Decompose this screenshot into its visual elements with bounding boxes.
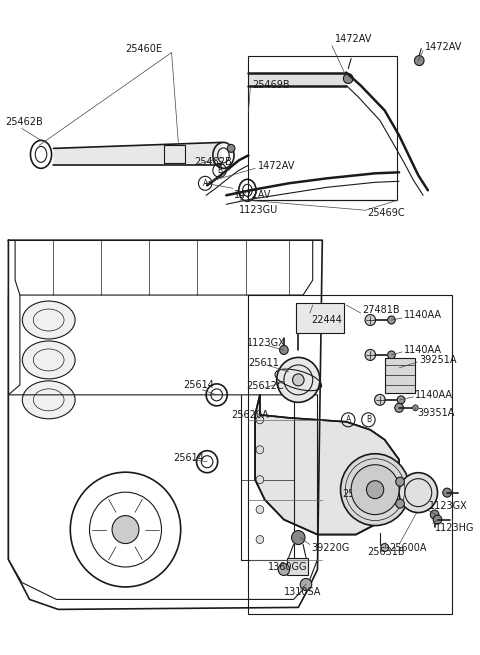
Text: A: A: [346, 415, 351, 424]
Text: 1123HG: 1123HG: [434, 523, 474, 533]
Text: 25612C: 25612C: [246, 381, 284, 391]
Ellipse shape: [387, 351, 395, 359]
Text: 39251A: 39251A: [419, 355, 457, 365]
Text: 25614: 25614: [173, 453, 204, 462]
Text: 22444: 22444: [312, 315, 343, 325]
Text: 1472AV: 1472AV: [335, 33, 372, 44]
Ellipse shape: [387, 316, 395, 324]
Ellipse shape: [300, 578, 312, 590]
Ellipse shape: [343, 73, 353, 84]
Ellipse shape: [340, 454, 409, 525]
Text: 27481B: 27481B: [362, 305, 400, 315]
Ellipse shape: [22, 341, 75, 379]
Ellipse shape: [256, 476, 264, 483]
Ellipse shape: [395, 403, 403, 412]
Text: 1360GG: 1360GG: [267, 563, 307, 572]
Ellipse shape: [366, 481, 384, 498]
Text: B: B: [217, 166, 222, 175]
Ellipse shape: [256, 416, 264, 424]
Ellipse shape: [430, 510, 439, 519]
Text: 1472AV: 1472AV: [258, 161, 295, 172]
Ellipse shape: [256, 506, 264, 514]
Ellipse shape: [433, 515, 442, 524]
Text: 25469B: 25469B: [252, 79, 290, 90]
Ellipse shape: [365, 314, 375, 326]
Bar: [248, 295, 452, 614]
Text: 1140AA: 1140AA: [404, 310, 442, 320]
Ellipse shape: [399, 473, 437, 513]
Ellipse shape: [22, 381, 75, 419]
Text: 25469C: 25469C: [367, 208, 405, 218]
Text: 1123GX: 1123GX: [429, 500, 468, 511]
Ellipse shape: [351, 464, 399, 515]
Ellipse shape: [291, 531, 305, 544]
Bar: [287, 557, 308, 576]
Text: 1472AV: 1472AV: [234, 191, 271, 200]
Bar: [384, 358, 415, 393]
Ellipse shape: [397, 396, 405, 404]
Text: 25614: 25614: [183, 380, 214, 390]
Text: 1140AA: 1140AA: [404, 345, 442, 355]
Text: B: B: [366, 415, 371, 424]
Ellipse shape: [292, 374, 304, 386]
Text: 25611: 25611: [248, 358, 279, 368]
Ellipse shape: [256, 536, 264, 544]
Text: A: A: [203, 179, 208, 188]
Ellipse shape: [414, 56, 424, 66]
Ellipse shape: [276, 358, 320, 402]
Ellipse shape: [396, 499, 404, 508]
Ellipse shape: [278, 563, 289, 576]
Text: 25620A: 25620A: [231, 410, 269, 420]
Bar: [296, 303, 344, 333]
Text: 39220G: 39220G: [312, 542, 350, 553]
Text: 1123GU: 1123GU: [239, 205, 278, 215]
Ellipse shape: [227, 144, 235, 153]
Ellipse shape: [374, 394, 385, 405]
Ellipse shape: [256, 446, 264, 454]
Bar: [164, 145, 185, 163]
Bar: [248, 56, 397, 200]
Text: 25631B: 25631B: [367, 546, 405, 557]
Text: 25462B: 25462B: [194, 157, 232, 167]
Ellipse shape: [443, 488, 451, 497]
Ellipse shape: [396, 477, 404, 486]
Ellipse shape: [412, 405, 418, 411]
Ellipse shape: [22, 301, 75, 339]
Text: 1310SA: 1310SA: [284, 588, 321, 597]
Text: 25600A: 25600A: [389, 542, 427, 553]
Text: 1472AV: 1472AV: [425, 42, 462, 52]
Ellipse shape: [365, 350, 375, 360]
Text: 1140AA: 1140AA: [415, 390, 454, 400]
Text: 25462B: 25462B: [5, 117, 43, 128]
Ellipse shape: [279, 345, 288, 354]
Polygon shape: [53, 142, 221, 165]
Ellipse shape: [381, 544, 388, 552]
Polygon shape: [255, 395, 399, 534]
Text: 39351A: 39351A: [417, 408, 455, 418]
Ellipse shape: [112, 515, 139, 544]
Text: 25500A: 25500A: [342, 489, 380, 498]
Polygon shape: [248, 73, 346, 86]
Text: 1123GX: 1123GX: [246, 338, 285, 348]
Text: 25460E: 25460E: [125, 44, 163, 54]
